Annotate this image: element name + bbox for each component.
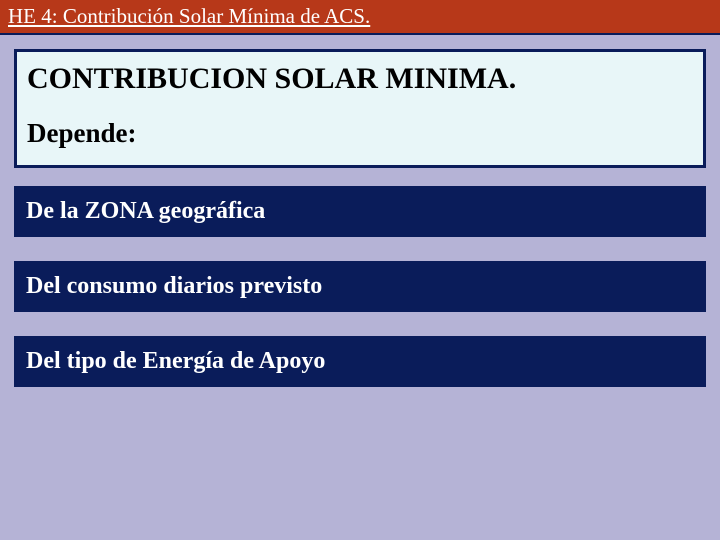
list-item-label: Del tipo de Energía de Apoyo bbox=[26, 348, 325, 374]
list-item: De la ZONA geográfica bbox=[14, 186, 706, 237]
main-panel: CONTRIBUCION SOLAR MINIMA. Depende: bbox=[14, 49, 706, 168]
main-title: CONTRIBUCION SOLAR MINIMA. bbox=[27, 62, 693, 96]
main-subtitle: Depende: bbox=[27, 118, 693, 149]
slide-header-title: HE 4: Contribución Solar Mínima de ACS. bbox=[8, 4, 370, 28]
list-item: Del consumo diarios previsto bbox=[14, 261, 706, 312]
slide-header: HE 4: Contribución Solar Mínima de ACS. bbox=[0, 0, 720, 35]
list-item: Del tipo de Energía de Apoyo bbox=[14, 336, 706, 387]
list-item-label: Del consumo diarios previsto bbox=[26, 273, 322, 299]
list-item-label: De la ZONA geográfica bbox=[26, 198, 265, 224]
